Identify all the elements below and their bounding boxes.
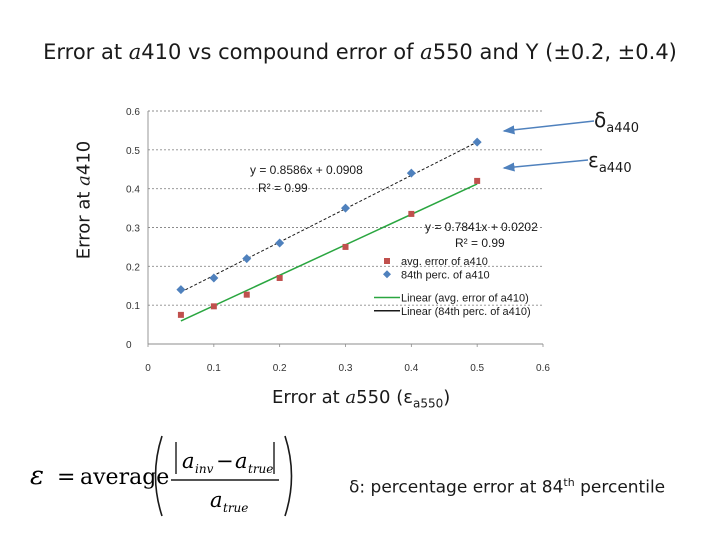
point-84th-perc bbox=[341, 203, 350, 213]
delta-definition-note: δ: percentage error at 84th percentile bbox=[349, 476, 666, 498]
trendline-avg bbox=[180, 183, 478, 322]
legend-marker bbox=[384, 258, 390, 264]
legend-entry: 84th perc. of a410 bbox=[401, 269, 490, 281]
x-tick-label: 0.2 bbox=[273, 363, 287, 374]
equation-label: y = 0.8586x + 0.0908 bbox=[250, 163, 363, 177]
legend-entry: avg. error of a410 bbox=[401, 256, 488, 268]
formula-left-paren bbox=[154, 435, 163, 517]
y-tick-label: 0.5 bbox=[126, 146, 140, 157]
point-avg-error bbox=[474, 177, 481, 184]
point-avg-error bbox=[342, 243, 349, 250]
error-formula: ε = average a inv − a true a true bbox=[30, 435, 293, 517]
x-tick-label: 0.3 bbox=[339, 363, 353, 374]
point-84th-perc bbox=[472, 137, 482, 147]
formula-inv-sub: inv bbox=[195, 462, 214, 476]
y-tick-label: 0.6 bbox=[126, 107, 140, 118]
legend-marker bbox=[383, 270, 391, 279]
x-tick-label: 0.6 bbox=[536, 363, 550, 374]
equation-label: y = 0.7841x + 0.0202 bbox=[425, 220, 538, 234]
point-84th-perc bbox=[209, 273, 219, 283]
formula-den-sub: true bbox=[223, 501, 248, 515]
x-tick-label: 0 bbox=[145, 363, 151, 374]
y-tick-label: 0 bbox=[126, 340, 132, 351]
point-avg-error bbox=[408, 210, 415, 217]
trendline-p84 bbox=[180, 141, 478, 293]
r-squared-label: R² = 0.99 bbox=[258, 181, 308, 195]
slide-title: Error at a410 vs compound error of a550 … bbox=[43, 40, 677, 64]
y-tick-label: 0.1 bbox=[126, 301, 140, 312]
delta-symbol-label: δa440 bbox=[594, 108, 640, 136]
y-tick-label: 0.3 bbox=[126, 224, 140, 235]
x-tick-label: 0.4 bbox=[404, 363, 418, 374]
formula-minus: − bbox=[216, 449, 234, 473]
formula-a-inv: a bbox=[182, 449, 195, 473]
r-squared-label: R² = 0.99 bbox=[455, 236, 505, 250]
point-84th-perc bbox=[406, 168, 416, 178]
x-axis-label: Error at a550 (εa550) bbox=[272, 387, 451, 411]
formula-true-sub: true bbox=[248, 462, 273, 476]
formula-average: average bbox=[80, 465, 169, 490]
formula-a-true: a bbox=[235, 449, 248, 473]
formula-equals: = bbox=[57, 465, 75, 490]
point-84th-perc bbox=[275, 238, 285, 248]
point-avg-error bbox=[243, 291, 250, 298]
point-84th-perc bbox=[242, 254, 252, 264]
point-avg-error bbox=[210, 303, 217, 310]
y-tick-label: 0.2 bbox=[126, 262, 140, 273]
point-avg-error bbox=[177, 311, 184, 318]
formula-right-paren bbox=[284, 435, 293, 517]
y-tick-label: 0.4 bbox=[126, 185, 140, 196]
formula-a-den: a bbox=[210, 488, 223, 512]
legend-entry: Linear (84th perc. of a410) bbox=[401, 306, 531, 318]
legend-entry: Linear (avg. error of a410) bbox=[401, 293, 529, 305]
x-tick-label: 0.1 bbox=[207, 363, 221, 374]
callout-arrow-delta bbox=[502, 120, 595, 135]
callout-arrow-epsilon bbox=[502, 159, 589, 172]
x-tick-label: 0.5 bbox=[470, 363, 484, 374]
point-84th-perc bbox=[176, 285, 186, 295]
epsilon-symbol-label: εa440 bbox=[588, 148, 632, 176]
y-axis-label: Error at a410 bbox=[73, 140, 95, 260]
formula-epsilon: ε bbox=[30, 461, 44, 491]
point-avg-error bbox=[276, 274, 283, 281]
